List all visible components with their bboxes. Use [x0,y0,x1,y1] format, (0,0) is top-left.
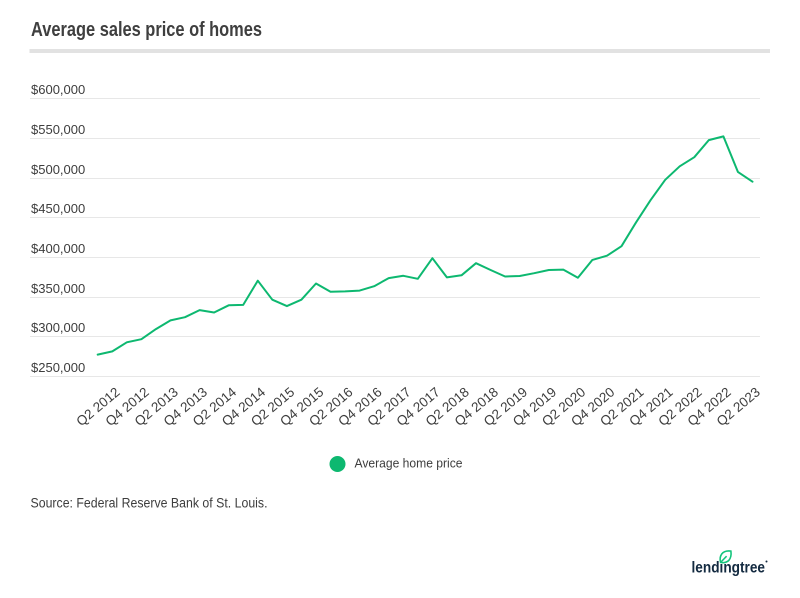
svg-text:Average home price: Average home price [355,456,463,471]
svg-text:$250,000: $250,000 [31,360,85,375]
svg-text:$350,000: $350,000 [31,281,85,296]
svg-text:$600,000: $600,000 [31,82,85,97]
svg-text:$450,000: $450,000 [31,201,85,216]
svg-text:$400,000: $400,000 [31,241,85,256]
svg-text:Source: Federal Reserve Bank o: Source: Federal Reserve Bank of St. Loui… [31,496,268,511]
svg-text:lendingtree: lendingtree [692,560,766,577]
svg-text:$500,000: $500,000 [31,162,85,177]
svg-text:$300,000: $300,000 [31,320,85,335]
svg-text:$550,000: $550,000 [31,122,85,137]
svg-text:Average sales price of homes: Average sales price of homes [31,19,262,41]
